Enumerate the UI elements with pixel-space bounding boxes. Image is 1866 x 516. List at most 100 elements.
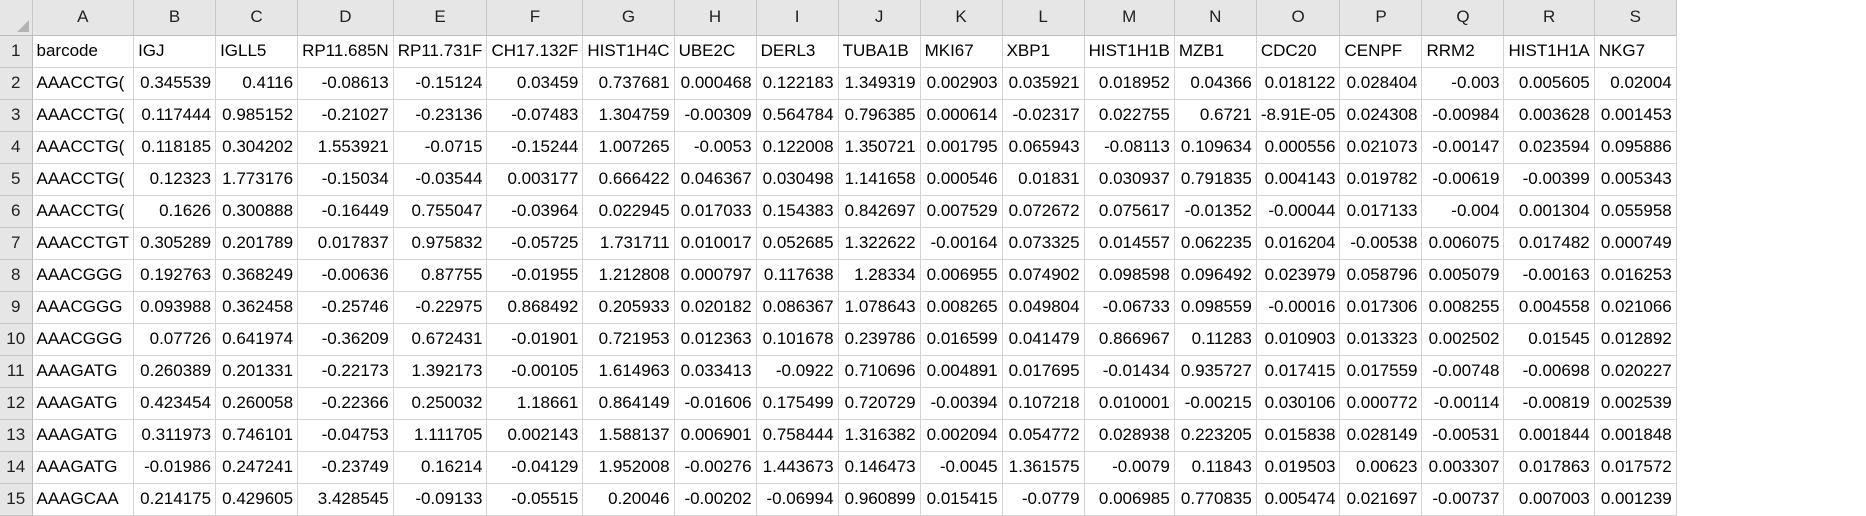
- cell-q12[interactable]: -0.00114: [1421, 387, 1505, 420]
- cell-o15[interactable]: 0.005474: [1256, 483, 1341, 516]
- row-header[interactable]: 8: [0, 259, 33, 292]
- cell-l15[interactable]: -0.0779: [1002, 483, 1085, 516]
- cell-h6[interactable]: 0.017033: [674, 195, 757, 228]
- cell-k3[interactable]: 0.000614: [920, 99, 1003, 132]
- cell-k12[interactable]: -0.00394: [920, 387, 1003, 420]
- cell-q1[interactable]: RRM2: [1421, 35, 1505, 68]
- column-header-g[interactable]: G: [582, 0, 675, 36]
- row-header[interactable]: 12: [0, 387, 33, 420]
- cell-q14[interactable]: 0.003307: [1421, 451, 1505, 484]
- row-header[interactable]: 14: [0, 451, 33, 484]
- cell-r7[interactable]: 0.017482: [1503, 227, 1595, 260]
- cell-i8[interactable]: 0.117638: [756, 259, 839, 292]
- column-header-q[interactable]: Q: [1421, 0, 1505, 36]
- column-header-n[interactable]: N: [1174, 0, 1257, 36]
- cell-m12[interactable]: 0.010001: [1084, 387, 1175, 420]
- row-header[interactable]: 2: [0, 67, 33, 100]
- cell-f5[interactable]: 0.003177: [486, 163, 584, 196]
- cell-q13[interactable]: -0.00531: [1421, 419, 1505, 452]
- cell-j15[interactable]: 0.960899: [838, 483, 921, 516]
- cell-j2[interactable]: 1.349319: [838, 67, 921, 100]
- row-header[interactable]: 1: [0, 35, 33, 68]
- cell-d9[interactable]: -0.25746: [297, 291, 394, 324]
- cell-h10[interactable]: 0.012363: [674, 323, 757, 356]
- cell-d11[interactable]: -0.22173: [297, 355, 394, 388]
- cell-h11[interactable]: 0.033413: [674, 355, 757, 388]
- cell-j3[interactable]: 0.796385: [838, 99, 921, 132]
- cell-m2[interactable]: 0.018952: [1084, 67, 1175, 100]
- cell-m8[interactable]: 0.098598: [1084, 259, 1175, 292]
- cell-p6[interactable]: 0.017133: [1339, 195, 1423, 228]
- cell-r5[interactable]: -0.00399: [1503, 163, 1595, 196]
- cell-f8[interactable]: -0.01955: [486, 259, 584, 292]
- cell-g14[interactable]: 1.952008: [582, 451, 675, 484]
- cell-p13[interactable]: 0.028149: [1339, 419, 1423, 452]
- cell-c2[interactable]: 0.4116: [215, 67, 299, 100]
- cell-h8[interactable]: 0.000797: [674, 259, 757, 292]
- cell-i2[interactable]: 0.122183: [756, 67, 839, 100]
- cell-n9[interactable]: 0.098559: [1174, 291, 1257, 324]
- cell-n8[interactable]: 0.096492: [1174, 259, 1257, 292]
- cell-i15[interactable]: -0.06994: [756, 483, 839, 516]
- cell-b15[interactable]: 0.214175: [133, 483, 217, 516]
- column-header-h[interactable]: H: [674, 0, 757, 36]
- cell-r12[interactable]: -0.00819: [1503, 387, 1595, 420]
- cell-e8[interactable]: 0.87755: [393, 259, 488, 292]
- cell-h13[interactable]: 0.006901: [674, 419, 757, 452]
- cell-k2[interactable]: 0.002903: [920, 67, 1003, 100]
- cell-a10[interactable]: AAACGGG: [32, 323, 135, 356]
- cell-l10[interactable]: 0.041479: [1002, 323, 1085, 356]
- cell-n11[interactable]: 0.935727: [1174, 355, 1257, 388]
- cell-a2[interactable]: AAACCTG(: [32, 67, 135, 100]
- cell-a9[interactable]: AAACGGG: [32, 291, 135, 324]
- cell-s11[interactable]: 0.020227: [1594, 355, 1677, 388]
- cell-g3[interactable]: 1.304759: [582, 99, 675, 132]
- cell-e14[interactable]: 0.16214: [393, 451, 488, 484]
- cell-p2[interactable]: 0.028404: [1339, 67, 1423, 100]
- cell-j12[interactable]: 0.720729: [838, 387, 921, 420]
- cell-l2[interactable]: 0.035921: [1002, 67, 1085, 100]
- cell-b14[interactable]: -0.01986: [133, 451, 217, 484]
- column-header-o[interactable]: O: [1256, 0, 1341, 36]
- cell-g9[interactable]: 0.205933: [582, 291, 675, 324]
- cell-d3[interactable]: -0.21027: [297, 99, 394, 132]
- cell-d7[interactable]: 0.017837: [297, 227, 394, 260]
- cell-c6[interactable]: 0.300888: [215, 195, 299, 228]
- cell-f15[interactable]: -0.05515: [486, 483, 584, 516]
- cell-f10[interactable]: -0.01901: [486, 323, 584, 356]
- cell-g13[interactable]: 1.588137: [582, 419, 675, 452]
- cell-h3[interactable]: -0.00309: [674, 99, 757, 132]
- cell-s8[interactable]: 0.016253: [1594, 259, 1677, 292]
- cell-b1[interactable]: IGJ: [133, 35, 217, 68]
- cell-k4[interactable]: 0.001795: [920, 131, 1003, 164]
- cell-q4[interactable]: -0.00147: [1421, 131, 1505, 164]
- cell-p10[interactable]: 0.013323: [1339, 323, 1423, 356]
- cell-q8[interactable]: 0.005079: [1421, 259, 1505, 292]
- cell-d14[interactable]: -0.23749: [297, 451, 394, 484]
- cell-c13[interactable]: 0.746101: [215, 419, 299, 452]
- cell-r9[interactable]: 0.004558: [1503, 291, 1595, 324]
- cell-g7[interactable]: 1.731711: [582, 227, 675, 260]
- cell-s9[interactable]: 0.021066: [1594, 291, 1677, 324]
- cell-s4[interactable]: 0.095886: [1594, 131, 1677, 164]
- column-header-l[interactable]: L: [1002, 0, 1085, 36]
- cell-f1[interactable]: CH17.132F: [486, 35, 584, 68]
- cell-c1[interactable]: IGLL5: [215, 35, 299, 68]
- cell-f11[interactable]: -0.00105: [486, 355, 584, 388]
- column-header-p[interactable]: P: [1339, 0, 1423, 36]
- row-header[interactable]: 7: [0, 227, 33, 260]
- cell-a6[interactable]: AAACCTG(: [32, 195, 135, 228]
- cell-j13[interactable]: 1.316382: [838, 419, 921, 452]
- cell-h5[interactable]: 0.046367: [674, 163, 757, 196]
- cell-e15[interactable]: -0.09133: [393, 483, 488, 516]
- cell-i1[interactable]: DERL3: [756, 35, 839, 68]
- cell-f14[interactable]: -0.04129: [486, 451, 584, 484]
- cell-l9[interactable]: 0.049804: [1002, 291, 1085, 324]
- cell-f9[interactable]: 0.868492: [486, 291, 584, 324]
- cell-j14[interactable]: 0.146473: [838, 451, 921, 484]
- cell-e5[interactable]: -0.03544: [393, 163, 488, 196]
- cell-k8[interactable]: 0.006955: [920, 259, 1003, 292]
- cell-g10[interactable]: 0.721953: [582, 323, 675, 356]
- cell-a1[interactable]: barcode: [32, 35, 135, 68]
- column-header-a[interactable]: A: [32, 0, 135, 36]
